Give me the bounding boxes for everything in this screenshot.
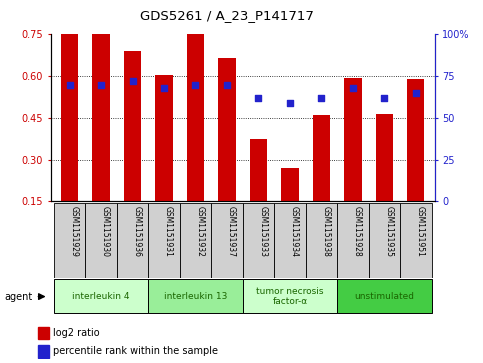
Bar	[337, 279, 431, 313]
Bar	[369, 203, 400, 278]
Text: agent: agent	[5, 291, 33, 302]
Point	[97, 82, 105, 87]
Text: unstimulated: unstimulated	[355, 292, 414, 301]
Text: interleukin 4: interleukin 4	[72, 292, 130, 301]
Text: tumor necrosis
factor-α: tumor necrosis factor-α	[256, 286, 324, 306]
Text: GSM1151933: GSM1151933	[258, 206, 268, 257]
Bar	[313, 115, 330, 201]
Text: GSM1151929: GSM1151929	[70, 206, 79, 257]
Bar	[54, 279, 148, 313]
Bar	[400, 203, 431, 278]
Point	[317, 95, 325, 101]
Bar	[376, 114, 393, 201]
Text: GSM1151951: GSM1151951	[416, 206, 425, 257]
Point	[223, 82, 231, 87]
Bar	[407, 79, 425, 201]
Bar	[211, 203, 243, 278]
Point	[66, 82, 73, 87]
Point	[349, 85, 357, 91]
Point	[128, 78, 136, 84]
Bar	[124, 51, 141, 201]
Bar	[61, 34, 78, 201]
Point	[160, 85, 168, 91]
Bar	[38, 327, 48, 339]
Bar	[306, 203, 337, 278]
Text: GSM1151938: GSM1151938	[321, 206, 330, 257]
Bar	[148, 203, 180, 278]
Bar	[250, 139, 267, 201]
Bar	[344, 78, 361, 201]
Bar	[243, 203, 274, 278]
Text: GSM1151930: GSM1151930	[101, 206, 110, 257]
Text: GSM1151936: GSM1151936	[132, 206, 142, 257]
Bar	[243, 279, 337, 313]
Bar	[156, 75, 173, 201]
Point	[286, 100, 294, 106]
Text: GSM1151931: GSM1151931	[164, 206, 173, 257]
Text: GSM1151928: GSM1151928	[353, 206, 362, 257]
Text: percentile rank within the sample: percentile rank within the sample	[53, 346, 218, 356]
Bar	[38, 345, 48, 358]
Point	[412, 90, 420, 96]
Point	[381, 95, 388, 101]
Bar	[180, 203, 211, 278]
Bar	[92, 34, 110, 201]
Text: GDS5261 / A_23_P141717: GDS5261 / A_23_P141717	[140, 9, 314, 22]
Point	[255, 95, 262, 101]
Bar	[274, 203, 306, 278]
Bar	[337, 203, 369, 278]
Text: GSM1151934: GSM1151934	[290, 206, 299, 257]
Bar	[117, 203, 148, 278]
Bar	[148, 279, 243, 313]
Bar	[54, 203, 85, 278]
Text: GSM1151935: GSM1151935	[384, 206, 393, 257]
Bar	[218, 58, 236, 201]
Bar	[85, 203, 117, 278]
Point	[192, 82, 199, 87]
Text: log2 ratio: log2 ratio	[53, 328, 99, 338]
Bar	[281, 168, 298, 201]
Bar	[187, 34, 204, 201]
Text: GSM1151937: GSM1151937	[227, 206, 236, 257]
Text: interleukin 13: interleukin 13	[164, 292, 227, 301]
Text: GSM1151932: GSM1151932	[196, 206, 204, 257]
